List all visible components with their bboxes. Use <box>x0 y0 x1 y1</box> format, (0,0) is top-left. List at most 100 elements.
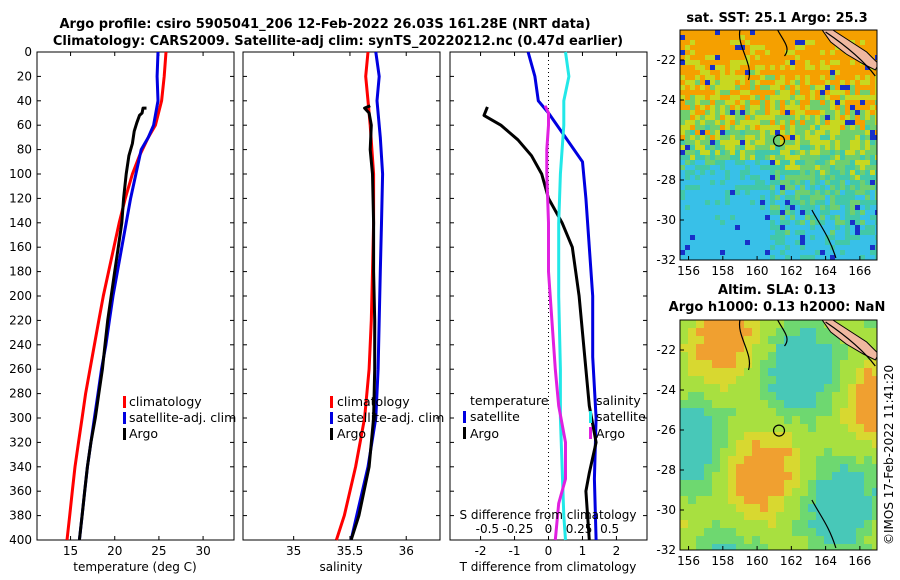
map-cell <box>875 140 877 146</box>
map-cell <box>845 125 851 131</box>
map-cell <box>765 90 771 96</box>
legend-swatch-s-argo <box>589 427 592 439</box>
map-cell <box>840 50 846 56</box>
map-cell <box>860 155 866 161</box>
map-cell <box>850 190 856 196</box>
map-cell <box>735 50 741 56</box>
map-cell <box>816 528 825 537</box>
map-cell <box>848 448 857 457</box>
map-cell <box>685 215 691 221</box>
map-cell <box>790 105 796 111</box>
map-cell <box>835 220 841 226</box>
map-cell <box>800 416 809 425</box>
legend-label-argo: Argo <box>337 426 366 441</box>
map-cell <box>805 140 811 146</box>
map-cell <box>790 200 796 206</box>
map-cell <box>790 190 796 196</box>
map-cell <box>800 160 806 166</box>
map-cell <box>815 175 821 181</box>
map-cell <box>845 105 851 111</box>
map-cell <box>784 400 793 409</box>
map-cell <box>815 120 821 126</box>
map-cell <box>860 245 866 251</box>
map-cell <box>712 368 721 377</box>
map-cell <box>784 480 793 489</box>
map-cell <box>770 125 776 131</box>
map-cell <box>870 195 876 201</box>
salinity-panel-frame <box>242 51 441 541</box>
map-cell <box>730 195 736 201</box>
map-cell <box>745 115 751 121</box>
map-cell <box>685 235 691 241</box>
map-cell <box>816 344 825 353</box>
map-cell <box>840 90 846 96</box>
map-cell <box>690 40 696 46</box>
map-cell <box>824 464 833 473</box>
map-cell <box>740 240 746 246</box>
map-cell <box>835 255 841 260</box>
map-cell <box>696 512 705 521</box>
map-x-tick-label: 166 <box>848 264 871 278</box>
map-cell <box>700 185 706 191</box>
map-cell <box>688 360 697 369</box>
map-cell <box>750 75 756 81</box>
map-cell <box>792 384 801 393</box>
map-cell <box>710 95 716 101</box>
map-cell <box>720 472 729 481</box>
map-cell <box>785 55 791 61</box>
map-cell <box>850 145 856 151</box>
map-cell <box>680 320 689 329</box>
map-cell <box>855 95 861 101</box>
map-cell <box>850 180 856 186</box>
map-cell <box>865 120 871 126</box>
map-cell <box>820 95 826 101</box>
map-cell <box>810 225 816 231</box>
map-cell <box>840 230 846 236</box>
map-cell <box>750 135 756 141</box>
map-cell <box>800 100 806 106</box>
map-cell <box>795 180 801 186</box>
map-cell <box>705 45 711 51</box>
map-cell <box>745 50 751 56</box>
map-cell <box>688 536 697 545</box>
map-cell <box>700 140 706 146</box>
map-cell <box>840 110 846 116</box>
map-cell <box>700 255 706 260</box>
map-cell <box>752 320 761 329</box>
map-cell <box>872 376 877 385</box>
map-cell <box>750 230 756 236</box>
map-cell <box>704 320 713 329</box>
map-cell <box>696 392 705 401</box>
map-cell <box>835 115 841 121</box>
map-cell <box>768 400 777 409</box>
map-cell <box>824 344 833 353</box>
map-cell <box>688 432 697 441</box>
map-cell <box>744 384 753 393</box>
map-cell <box>688 440 697 449</box>
map-x-tick-label: 166 <box>848 554 871 568</box>
map-cell <box>690 150 696 156</box>
map-cell <box>705 200 711 206</box>
legend-swatch-satellite <box>123 412 126 424</box>
map-cell <box>800 352 809 361</box>
map-cell <box>780 75 786 81</box>
map-cell <box>700 225 706 231</box>
map-cell <box>700 145 706 151</box>
map-cell <box>840 80 846 86</box>
map-cell <box>688 504 697 513</box>
map-cell <box>696 328 705 337</box>
map-cell <box>695 105 701 111</box>
map-cell <box>695 165 701 171</box>
map-cell <box>850 150 856 156</box>
map-cell <box>824 328 833 337</box>
map-cell <box>810 235 816 241</box>
map-cell <box>785 155 791 161</box>
map-cell <box>700 50 706 56</box>
contour-line <box>777 320 788 347</box>
map-cell <box>820 85 826 91</box>
map-cell <box>805 45 811 51</box>
map-cell <box>715 130 721 136</box>
map-cell <box>705 155 711 161</box>
map-cell <box>815 135 821 141</box>
map-cell <box>832 512 841 521</box>
